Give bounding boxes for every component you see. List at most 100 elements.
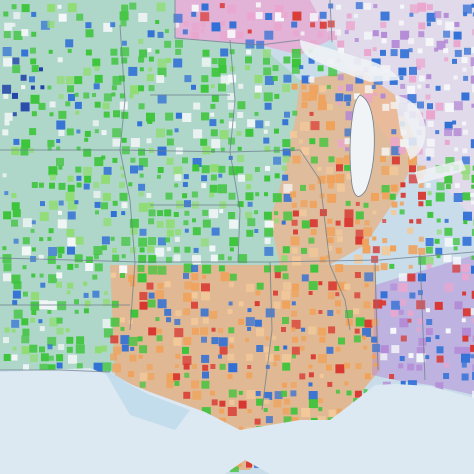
northwest-green-zone	[0, 0, 300, 370]
county-tile	[120, 47, 130, 57]
county-tile	[398, 146, 406, 154]
county-tile	[418, 183, 424, 188]
county-tile	[290, 390, 297, 397]
county-tile	[93, 83, 100, 90]
county-tile	[183, 308, 191, 316]
county-tile	[75, 236, 84, 245]
county-tile	[345, 147, 349, 152]
county-tile	[444, 128, 453, 137]
county-tile	[166, 129, 173, 136]
county-tile	[57, 219, 67, 229]
county-tile	[416, 65, 421, 70]
county-tile	[389, 193, 396, 200]
county-tile	[317, 101, 327, 111]
county-tile	[229, 282, 234, 288]
county-tile	[282, 174, 289, 181]
county-tile	[11, 328, 16, 333]
county-tile	[282, 317, 289, 324]
county-tile	[436, 40, 446, 50]
county-tile	[338, 85, 343, 91]
county-tile	[282, 84, 291, 93]
county-tile	[173, 212, 179, 217]
county-tile	[49, 112, 54, 117]
county-tile	[372, 30, 379, 37]
county-tile	[58, 110, 67, 119]
county-tile	[201, 175, 208, 182]
county-tile	[182, 193, 188, 199]
county-tile	[120, 335, 130, 345]
county-tile	[3, 11, 9, 17]
county-tile	[66, 290, 71, 295]
county-tile	[219, 400, 226, 407]
county-tile	[426, 4, 433, 11]
county-tile	[434, 11, 442, 19]
county-tile	[293, 30, 299, 37]
county-tile	[67, 263, 74, 270]
county-tile	[183, 263, 193, 273]
county-tile	[202, 264, 212, 274]
county-tile	[264, 220, 274, 230]
county-tile	[155, 49, 160, 54]
county-tile	[49, 317, 59, 327]
county-tile	[83, 67, 92, 76]
county-tile	[263, 398, 270, 405]
county-tile	[336, 281, 346, 291]
county-tile	[444, 121, 453, 130]
county-tile	[218, 265, 225, 272]
county-tile	[139, 292, 148, 300]
county-tile	[22, 328, 30, 336]
county-tile	[301, 92, 311, 102]
county-tile	[236, 130, 242, 136]
county-tile	[201, 112, 209, 121]
county-tile	[381, 31, 388, 38]
county-tile	[264, 237, 271, 244]
county-tile	[236, 31, 244, 39]
county-tile	[84, 300, 91, 307]
county-tile	[20, 74, 27, 81]
county-tile	[210, 364, 216, 369]
county-tile	[137, 273, 147, 283]
county-tile	[264, 175, 271, 182]
lake-superior	[300, 40, 400, 82]
county-tile	[2, 84, 12, 94]
county-tile	[407, 273, 416, 282]
county-tile	[174, 183, 179, 188]
county-tile	[101, 130, 107, 136]
county-tile	[344, 155, 354, 165]
county-tile	[344, 164, 351, 171]
county-tile	[191, 11, 197, 17]
county-tile	[462, 192, 471, 201]
county-tile	[290, 191, 297, 198]
county-tile	[11, 202, 20, 211]
county-tile	[67, 175, 74, 182]
county-tile	[20, 147, 29, 156]
county-tile	[354, 390, 362, 398]
county-tile	[291, 83, 298, 90]
county-tile	[371, 85, 376, 89]
county-tile	[220, 21, 226, 26]
county-tile	[65, 39, 74, 48]
county-tile	[283, 74, 292, 83]
county-tile	[263, 92, 273, 102]
county-tile	[273, 301, 281, 309]
county-tile	[471, 200, 474, 205]
county-tile	[30, 228, 35, 233]
county-tile	[57, 4, 62, 9]
county-tile	[112, 346, 121, 355]
county-tile	[227, 256, 232, 261]
county-tile	[409, 12, 414, 17]
county-tile	[138, 56, 145, 63]
county-tile	[470, 308, 474, 316]
county-tile	[328, 326, 336, 334]
county-tile	[93, 182, 100, 189]
county-tile	[40, 282, 46, 288]
county-tile	[363, 93, 373, 103]
county-tile	[119, 182, 125, 189]
county-tile	[256, 398, 264, 406]
county-tile	[299, 373, 306, 380]
county-tile	[101, 155, 106, 160]
county-tile	[346, 101, 351, 106]
county-tile	[444, 57, 449, 62]
